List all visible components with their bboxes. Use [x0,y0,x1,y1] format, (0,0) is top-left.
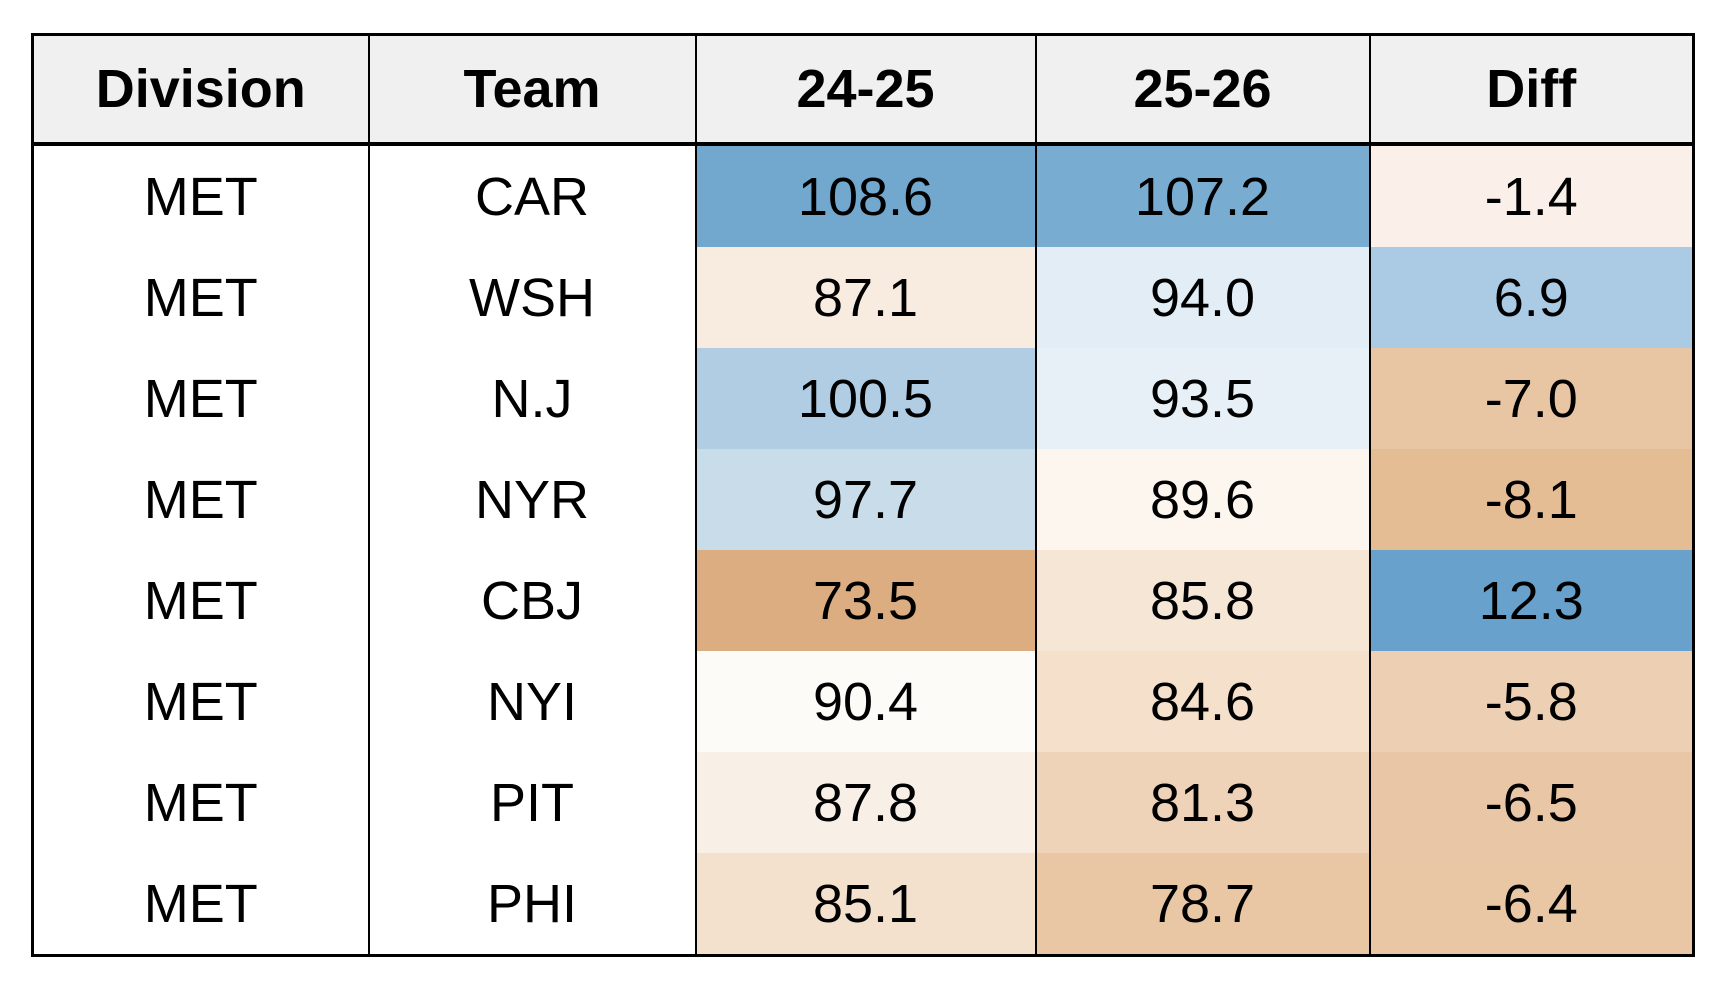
value-cell-24-25: 87.1 [694,247,1037,348]
column-header-division: Division [31,34,370,146]
table-row: MET WSH 87.1 94.0 6.9 [31,247,1695,348]
value-cell-25-26: 81.3 [1034,752,1371,853]
division-cell: MET [31,752,370,853]
division-cell: MET [31,144,370,247]
value-cell-24-25: 85.1 [694,853,1037,956]
column-header-team: Team [367,34,697,146]
value-cell-24-25: 100.5 [694,348,1037,449]
table-row: MET NYR 97.7 89.6 -8.1 [31,449,1695,550]
value-cell-25-26: 85.8 [1034,550,1371,651]
value-cell-24-25: 87.8 [694,752,1037,853]
diff-cell: -8.1 [1368,449,1695,550]
team-cell: CBJ [367,550,697,651]
table-row: MET NYI 90.4 84.6 -5.8 [31,651,1695,752]
team-cell: PHI [367,853,697,956]
table-row: MET CAR 108.6 107.2 -1.4 [31,144,1695,247]
division-cell: MET [31,651,370,752]
team-cell: CAR [367,144,697,247]
value-cell-25-26: 89.6 [1034,449,1371,550]
division-cell: MET [31,550,370,651]
diff-cell: -5.8 [1368,651,1695,752]
column-header-24-25: 24-25 [694,34,1037,146]
diff-cell: -1.4 [1368,144,1695,247]
division-cell: MET [31,853,370,956]
value-cell-24-25: 108.6 [694,144,1037,247]
value-cell-24-25: 97.7 [694,449,1037,550]
division-cell: MET [31,247,370,348]
table-body: MET CAR 108.6 107.2 -1.4 MET WSH 87.1 94.0 6.9 MET… [31,144,1695,956]
team-cell: N.J [367,348,697,449]
value-cell-24-25: 90.4 [694,651,1037,752]
diff-cell: 12.3 [1368,550,1695,651]
team-cell: NYR [367,449,697,550]
team-cell: WSH [367,247,697,348]
value-cell-25-26: 94.0 [1034,247,1371,348]
diff-cell: 6.9 [1368,247,1695,348]
table-row: MET N.J 100.5 93.5 -7.0 [31,348,1695,449]
header-row: Division Team 24-25 25-26 Diff [31,34,1695,146]
column-header-diff: Diff [1368,34,1695,146]
team-cell: NYI [367,651,697,752]
diff-cell: -6.5 [1368,752,1695,853]
table-header: Division Team 24-25 25-26 Diff [31,34,1695,146]
value-cell-25-26: 93.5 [1034,348,1371,449]
value-cell-25-26: 84.6 [1034,651,1371,752]
table-row: MET CBJ 73.5 85.8 12.3 [31,550,1695,651]
value-cell-25-26: 78.7 [1034,853,1371,956]
diff-cell: -7.0 [1368,348,1695,449]
value-cell-25-26: 107.2 [1034,144,1371,247]
stats-table: Division Team 24-25 25-26 Diff MET CAR 108… [31,33,1695,957]
division-cell: MET [31,348,370,449]
diff-cell: -6.4 [1368,853,1695,956]
division-cell: MET [31,449,370,550]
column-header-25-26: 25-26 [1034,34,1371,146]
table-row: MET PIT 87.8 81.3 -6.5 [31,752,1695,853]
value-cell-24-25: 73.5 [694,550,1037,651]
table-row: MET PHI 85.1 78.7 -6.4 [31,853,1695,956]
team-cell: PIT [367,752,697,853]
